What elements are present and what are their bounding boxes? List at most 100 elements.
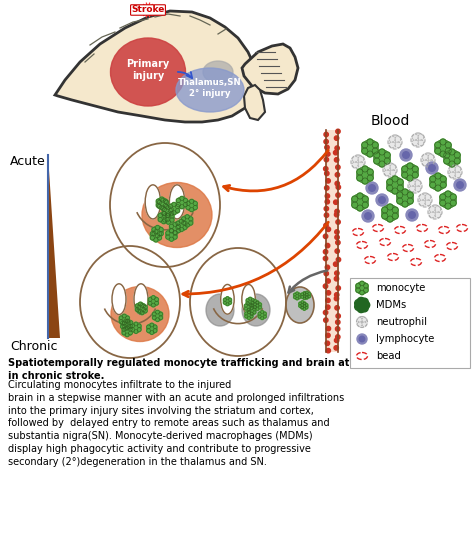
Circle shape [258,306,262,309]
Circle shape [374,158,380,164]
Circle shape [250,312,253,315]
Circle shape [445,148,451,154]
Circle shape [119,316,123,320]
Circle shape [324,318,328,322]
Ellipse shape [380,239,391,246]
Circle shape [183,221,187,225]
Circle shape [397,185,403,191]
Circle shape [127,321,131,325]
Circle shape [324,132,328,137]
Circle shape [226,303,229,306]
Circle shape [245,311,253,319]
Circle shape [301,293,304,295]
Circle shape [248,307,256,315]
Ellipse shape [110,143,220,267]
Circle shape [157,232,162,236]
Circle shape [164,203,167,207]
Circle shape [440,200,446,206]
Circle shape [296,292,299,295]
Circle shape [429,212,435,218]
Circle shape [172,211,176,215]
Circle shape [146,325,150,329]
Circle shape [407,198,413,204]
Circle shape [166,205,170,210]
Ellipse shape [112,284,126,315]
Circle shape [170,214,174,218]
Circle shape [392,213,398,219]
Circle shape [450,194,456,200]
Circle shape [352,157,358,162]
Circle shape [440,176,446,182]
Circle shape [183,202,188,207]
Circle shape [326,326,330,331]
Circle shape [336,165,340,170]
Circle shape [190,199,194,204]
Circle shape [397,198,403,204]
Circle shape [261,310,264,314]
Circle shape [325,171,329,176]
Circle shape [138,309,142,313]
Circle shape [352,162,358,167]
Circle shape [263,312,266,315]
Circle shape [258,312,261,315]
Circle shape [126,319,129,323]
Circle shape [123,321,127,325]
Circle shape [372,148,378,154]
Circle shape [296,297,299,300]
Circle shape [168,205,173,208]
Circle shape [249,297,252,300]
Circle shape [140,311,144,315]
Circle shape [419,200,425,206]
Circle shape [122,331,126,335]
Circle shape [245,304,247,307]
Circle shape [294,293,301,300]
Circle shape [169,229,173,233]
Circle shape [126,316,129,320]
Circle shape [303,302,306,305]
Ellipse shape [169,185,185,219]
Circle shape [144,309,147,313]
Circle shape [165,218,169,222]
Circle shape [163,206,173,217]
Circle shape [359,336,365,342]
Ellipse shape [447,242,457,249]
Circle shape [324,213,328,218]
Circle shape [256,301,259,305]
Circle shape [389,136,395,142]
Circle shape [247,316,250,320]
Circle shape [336,327,340,331]
Circle shape [163,213,174,224]
Circle shape [173,235,177,239]
Circle shape [325,244,330,248]
Text: Circulating monocytes infiltrate to the injured
brain in a stepwise manner with : Circulating monocytes infiltrate to the … [8,380,344,467]
Circle shape [159,232,163,236]
Circle shape [298,293,301,296]
Circle shape [449,166,455,172]
Circle shape [163,218,167,222]
Text: Primary
injury: Primary injury [127,59,170,81]
Circle shape [362,142,368,148]
Circle shape [122,314,126,318]
Circle shape [160,197,164,201]
Circle shape [150,232,155,236]
Circle shape [172,202,176,207]
Circle shape [429,206,435,212]
Circle shape [303,302,306,305]
Circle shape [134,322,138,326]
Circle shape [382,205,398,221]
Circle shape [160,205,164,210]
Circle shape [182,221,186,225]
Circle shape [326,152,330,156]
Circle shape [123,320,133,329]
Circle shape [435,142,441,148]
Circle shape [303,295,306,298]
Circle shape [152,232,156,236]
Circle shape [357,205,363,211]
Circle shape [412,140,418,146]
Circle shape [150,230,162,241]
Circle shape [387,179,393,185]
Circle shape [418,140,424,146]
FancyBboxPatch shape [350,278,470,368]
Circle shape [247,310,250,313]
Circle shape [157,204,162,208]
